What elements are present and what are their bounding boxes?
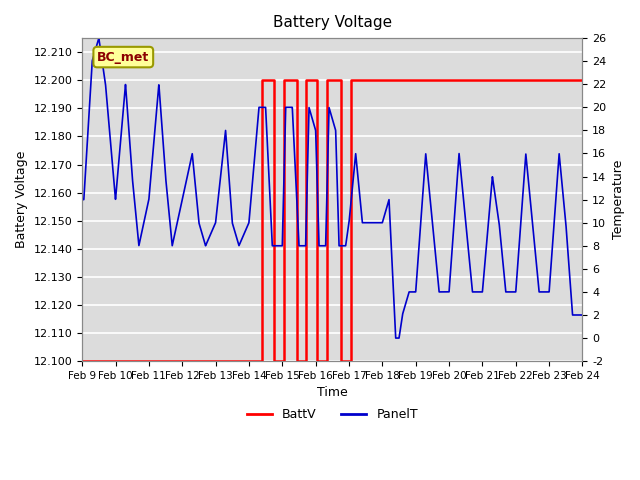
Title: Battery Voltage: Battery Voltage	[273, 15, 392, 30]
Y-axis label: Battery Voltage: Battery Voltage	[15, 151, 28, 248]
Text: BC_met: BC_met	[97, 50, 149, 63]
Legend: BattV, PanelT: BattV, PanelT	[242, 403, 423, 426]
X-axis label: Time: Time	[317, 386, 348, 399]
Y-axis label: Temperature: Temperature	[612, 160, 625, 240]
